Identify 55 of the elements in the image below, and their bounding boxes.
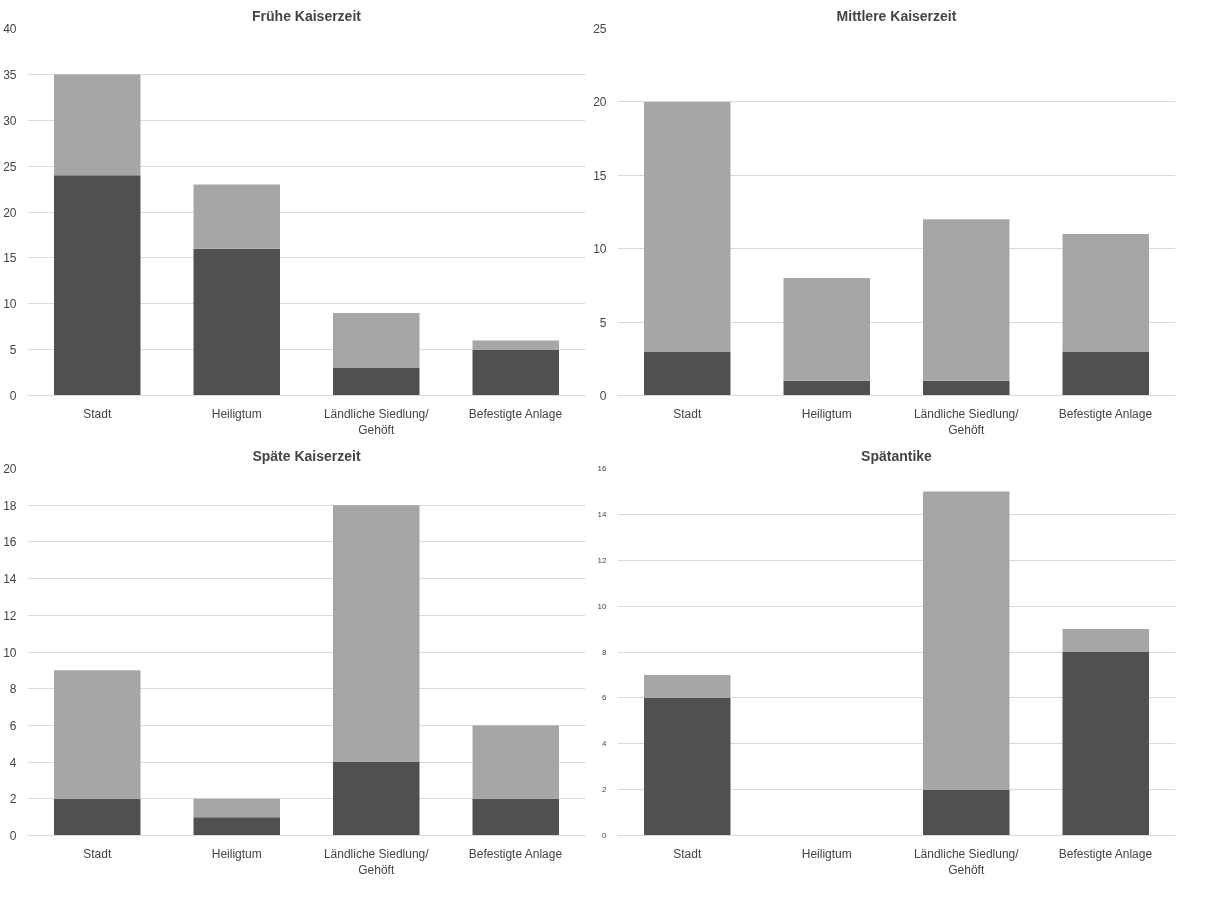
x-tick-label: Befestigte Anlage bbox=[468, 846, 563, 861]
y-tick-label: 2 bbox=[9, 792, 17, 807]
y-tick-label: 4 bbox=[602, 739, 608, 749]
chart-title: Spätantike bbox=[861, 447, 933, 464]
y-tick-label: 16 bbox=[597, 464, 608, 473]
y-tick-label: 20 bbox=[3, 462, 17, 476]
x-tick-label: Befestigte Anlage bbox=[1058, 846, 1153, 861]
chart-title: Frühe Kaiserzeit bbox=[252, 7, 362, 24]
y-tick-label: 6 bbox=[602, 693, 608, 703]
chart-title: Mittlere Kaiserzeit bbox=[836, 7, 957, 24]
x-tick-label: Heiligtum bbox=[801, 406, 852, 421]
y-tick-label: 4 bbox=[9, 755, 17, 770]
x-tick-label: Stadt bbox=[673, 846, 702, 861]
x-tick-label: Heiligtum bbox=[801, 846, 852, 861]
y-tick-label: 18 bbox=[3, 498, 17, 513]
y-tick-label: 16 bbox=[3, 535, 17, 550]
y-tick-label: 2 bbox=[602, 785, 608, 795]
y-tick-label: 10 bbox=[3, 297, 17, 312]
y-tick-label: 10 bbox=[597, 601, 608, 611]
y-tick-label: 5 bbox=[9, 343, 17, 358]
y-tick-label: 30 bbox=[3, 113, 17, 128]
y-tick-label: 14 bbox=[3, 572, 17, 587]
x-tick-label: Befestigte Anlage bbox=[1058, 406, 1153, 421]
y-tick-label: 15 bbox=[593, 168, 607, 183]
x-tick-label: Heiligtum bbox=[211, 406, 262, 421]
y-tick-label: 25 bbox=[3, 159, 17, 174]
y-tick-label: 10 bbox=[3, 645, 17, 660]
y-tick-label: 8 bbox=[9, 682, 17, 697]
y-tick-label: 10 bbox=[593, 242, 607, 257]
y-tick-label: 0 bbox=[9, 389, 17, 403]
y-tick-label: 5 bbox=[599, 315, 607, 330]
y-tick-label: 20 bbox=[3, 205, 17, 220]
y-tick-label: 0 bbox=[602, 831, 608, 840]
y-tick-label: 14 bbox=[597, 509, 608, 519]
y-tick-label: 20 bbox=[593, 95, 607, 110]
x-tick-label: Ländliche Siedlung/ Gehöft bbox=[913, 406, 1020, 438]
x-tick-label: Ländliche Siedlung/ Gehöft bbox=[913, 846, 1020, 878]
x-tick-label: Befestigte Anlage bbox=[468, 406, 563, 421]
x-tick-label: Stadt bbox=[83, 406, 112, 421]
y-tick-label: 6 bbox=[9, 718, 17, 733]
y-tick-label: 12 bbox=[3, 608, 17, 623]
y-tick-label: 0 bbox=[599, 389, 607, 403]
x-tick-label: Heiligtum bbox=[211, 846, 262, 861]
y-tick-label: 40 bbox=[3, 22, 17, 36]
x-tick-label: Ländliche Siedlung/ Gehöft bbox=[323, 406, 430, 438]
y-tick-label: 35 bbox=[3, 67, 17, 82]
y-tick-label: 12 bbox=[597, 555, 608, 565]
chart-title: Späte Kaiserzeit bbox=[252, 447, 361, 464]
x-tick-label: Ländliche Siedlung/ Gehöft bbox=[323, 846, 430, 878]
y-tick-label: 15 bbox=[3, 251, 17, 266]
y-tick-label: 0 bbox=[9, 829, 17, 843]
y-tick-label: 8 bbox=[602, 647, 608, 657]
y-tick-label: 25 bbox=[593, 22, 607, 36]
x-tick-label: Stadt bbox=[673, 406, 702, 421]
x-tick-label: Stadt bbox=[83, 846, 112, 861]
